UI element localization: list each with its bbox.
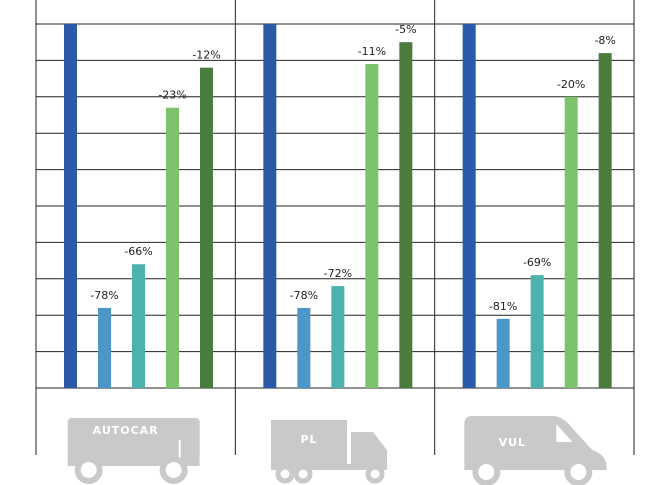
bar — [200, 67, 213, 389]
wheel — [74, 456, 103, 484]
data-label: -66% — [124, 245, 152, 258]
data-label: -78% — [90, 289, 118, 302]
wheel — [159, 456, 188, 484]
data-label: -11% — [358, 45, 386, 58]
wheel — [293, 464, 313, 484]
truck-icon — [271, 464, 387, 470]
truck-icon — [271, 420, 347, 464]
bar — [64, 24, 77, 388]
bar — [598, 53, 612, 389]
bar — [132, 264, 145, 388]
data-label: -72% — [324, 267, 352, 280]
bar — [496, 318, 510, 388]
bar — [399, 42, 413, 388]
van-icon — [464, 416, 607, 470]
data-label: -81% — [489, 300, 517, 313]
wheel — [564, 458, 593, 485]
data-label: -12% — [192, 49, 220, 62]
wheel — [365, 464, 385, 484]
category-label: PL — [300, 433, 317, 446]
bar — [564, 96, 578, 389]
van-icon — [556, 424, 573, 442]
data-label: -23% — [158, 89, 186, 102]
bar — [166, 107, 179, 388]
bar — [263, 24, 277, 388]
bar — [365, 64, 379, 388]
data-label: -78% — [290, 289, 318, 302]
data-label: -5% — [395, 23, 416, 36]
truck-icon — [351, 432, 387, 466]
bar — [331, 286, 345, 388]
bus-icon — [67, 458, 200, 466]
data-label: -69% — [523, 256, 551, 269]
bar — [462, 24, 476, 388]
data-label: -8% — [594, 34, 615, 47]
bar — [98, 307, 111, 388]
bus-icon — [67, 418, 200, 460]
wheel — [472, 458, 501, 485]
category-label: AUTOCAR — [93, 424, 159, 437]
bar — [530, 275, 544, 388]
data-label: -20% — [557, 78, 585, 91]
wheel — [275, 464, 295, 484]
bar — [297, 307, 311, 388]
category-label: VUL — [499, 436, 526, 449]
